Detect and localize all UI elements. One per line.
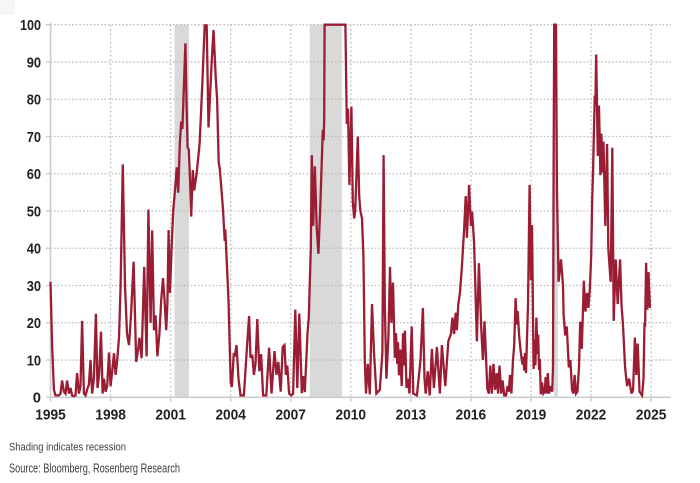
svg-text:2025: 2025 bbox=[636, 406, 667, 423]
svg-text:2004: 2004 bbox=[215, 406, 246, 423]
svg-text:2019: 2019 bbox=[516, 406, 547, 423]
svg-text:Shading indicates recession: Shading indicates recession bbox=[9, 442, 126, 454]
svg-text:100: 100 bbox=[20, 17, 41, 34]
svg-text:2007: 2007 bbox=[275, 406, 306, 423]
svg-text:0: 0 bbox=[33, 390, 41, 407]
svg-text:Source: Bloomberg, Rosenberg R: Source: Bloomberg, Rosenberg Research bbox=[9, 462, 180, 476]
svg-text:2022: 2022 bbox=[576, 406, 607, 423]
svg-text:30: 30 bbox=[27, 278, 41, 295]
svg-text:20: 20 bbox=[27, 315, 41, 332]
svg-text:50: 50 bbox=[27, 203, 41, 220]
svg-text:2001: 2001 bbox=[155, 406, 186, 423]
svg-text:60: 60 bbox=[27, 166, 41, 183]
svg-text:2010: 2010 bbox=[336, 406, 367, 423]
svg-text:1998: 1998 bbox=[95, 406, 126, 423]
svg-text:10: 10 bbox=[27, 352, 41, 369]
svg-text:80: 80 bbox=[27, 92, 41, 109]
svg-text:90: 90 bbox=[27, 54, 41, 71]
svg-text:2016: 2016 bbox=[456, 406, 487, 423]
svg-text:1995: 1995 bbox=[35, 406, 66, 423]
svg-text:40: 40 bbox=[27, 241, 41, 258]
svg-text:70: 70 bbox=[27, 129, 41, 146]
svg-text:2013: 2013 bbox=[396, 406, 427, 423]
